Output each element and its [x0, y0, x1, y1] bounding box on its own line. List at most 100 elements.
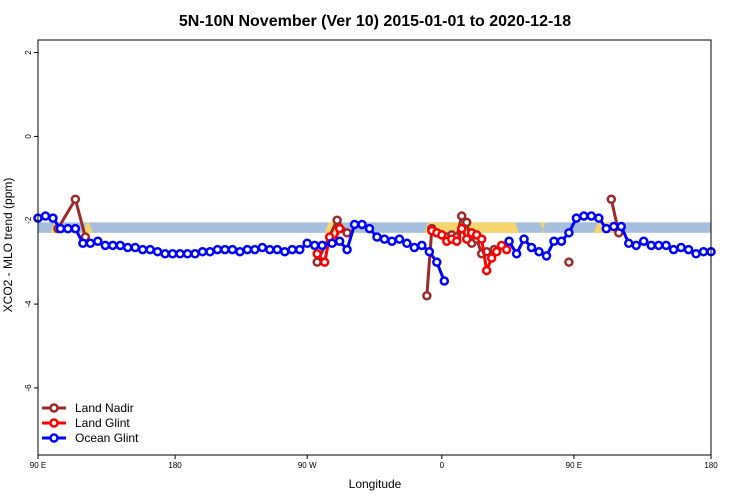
data-point — [461, 234, 472, 244]
data-point — [280, 246, 290, 257]
data-point — [190, 249, 200, 259]
legend-marker — [49, 433, 59, 443]
data-point — [334, 223, 345, 234]
data-point — [317, 240, 327, 251]
y-tick-label: 0 — [24, 134, 33, 139]
data-point — [332, 215, 342, 226]
background-band — [38, 222, 711, 233]
data-point — [486, 253, 497, 263]
chart-title: 5N-10N November (Ver 10) 2015-01-01 to 2… — [179, 13, 571, 30]
data-point — [519, 234, 529, 244]
data-point — [145, 244, 155, 255]
data-point — [594, 213, 604, 223]
data-point — [115, 240, 126, 251]
legend-item: Ocean Glint — [42, 431, 139, 445]
data-point — [476, 234, 487, 244]
land-segment — [539, 222, 546, 233]
data-point — [501, 244, 512, 255]
data-point — [265, 244, 275, 255]
data-point — [364, 223, 375, 234]
data-point — [205, 246, 215, 257]
data-point — [601, 223, 612, 234]
data-point — [456, 211, 467, 221]
data-point — [379, 234, 390, 244]
data-point — [402, 238, 412, 249]
data-point — [646, 240, 656, 251]
legend-label: Land Nadir — [75, 401, 134, 415]
data-point — [504, 236, 514, 246]
x-tick-label: 90 W — [298, 461, 317, 470]
data-point — [108, 240, 118, 251]
data-point — [342, 244, 352, 255]
data-point — [461, 217, 472, 228]
data-point — [342, 228, 352, 238]
data-point — [93, 236, 103, 246]
series-layer — [33, 194, 716, 301]
y-tick-label: -6 — [24, 384, 33, 392]
data-point — [452, 236, 462, 246]
data-point — [242, 244, 253, 255]
data-point — [78, 238, 88, 249]
data-point — [491, 246, 502, 257]
y-tick-label: -2 — [24, 216, 33, 224]
data-point — [387, 236, 397, 246]
data-point — [327, 238, 337, 249]
legend-marker — [49, 418, 59, 428]
data-point — [417, 240, 427, 251]
data-point — [394, 234, 405, 244]
data-point — [175, 249, 185, 259]
y-axis: 2 0 -2 -4 -6 — [24, 50, 38, 392]
x-tick-label: 0 — [440, 461, 445, 470]
data-point — [160, 249, 170, 259]
data-point — [653, 240, 664, 251]
series-land-glint — [312, 223, 512, 277]
data-point — [152, 246, 163, 257]
data-point — [586, 211, 597, 221]
data-point — [167, 249, 178, 259]
data-point — [372, 232, 382, 242]
legend-marker — [49, 403, 59, 413]
y-tick-label: -4 — [24, 300, 33, 308]
data-point — [549, 236, 559, 246]
data-point — [698, 246, 709, 257]
data-point — [70, 223, 81, 234]
data-point — [334, 236, 345, 246]
data-point — [424, 246, 435, 257]
data-point — [564, 228, 574, 238]
ocean-band — [38, 222, 711, 233]
legend-label: Ocean Glint — [75, 431, 139, 445]
data-point — [456, 223, 467, 234]
data-point — [302, 238, 312, 249]
data-point — [85, 238, 96, 249]
data-point — [691, 249, 701, 259]
data-point — [661, 240, 671, 251]
data-point — [437, 230, 447, 240]
data-point — [312, 249, 322, 259]
data-point — [556, 236, 567, 246]
data-point — [609, 221, 619, 232]
data-point — [439, 276, 450, 286]
data-point — [272, 244, 283, 255]
land-segment — [82, 222, 93, 233]
data-point — [526, 242, 537, 253]
data-point — [182, 249, 193, 259]
legend-label: Land Glint — [75, 416, 130, 430]
data-point — [48, 213, 58, 223]
data-point — [287, 244, 297, 255]
data-point — [319, 257, 330, 267]
data-point — [349, 219, 360, 230]
data-point — [511, 249, 522, 259]
data-point — [676, 242, 686, 253]
x-tick-label: 90 E — [566, 461, 582, 470]
land-segment — [424, 222, 520, 233]
data-point — [235, 246, 245, 257]
legend-item: Land Nadir — [42, 401, 134, 415]
x-axis: 90 E 180 90 W 0 90 E 180 — [30, 455, 718, 470]
data-point — [55, 223, 66, 234]
y-axis-label: XCO2 - MLO trend (ppm) — [1, 178, 15, 313]
data-point — [564, 257, 574, 267]
y-tick-label: 2 — [24, 50, 33, 55]
x-tick-label: 180 — [704, 461, 718, 470]
x-axis-label: Longitude — [349, 477, 402, 491]
